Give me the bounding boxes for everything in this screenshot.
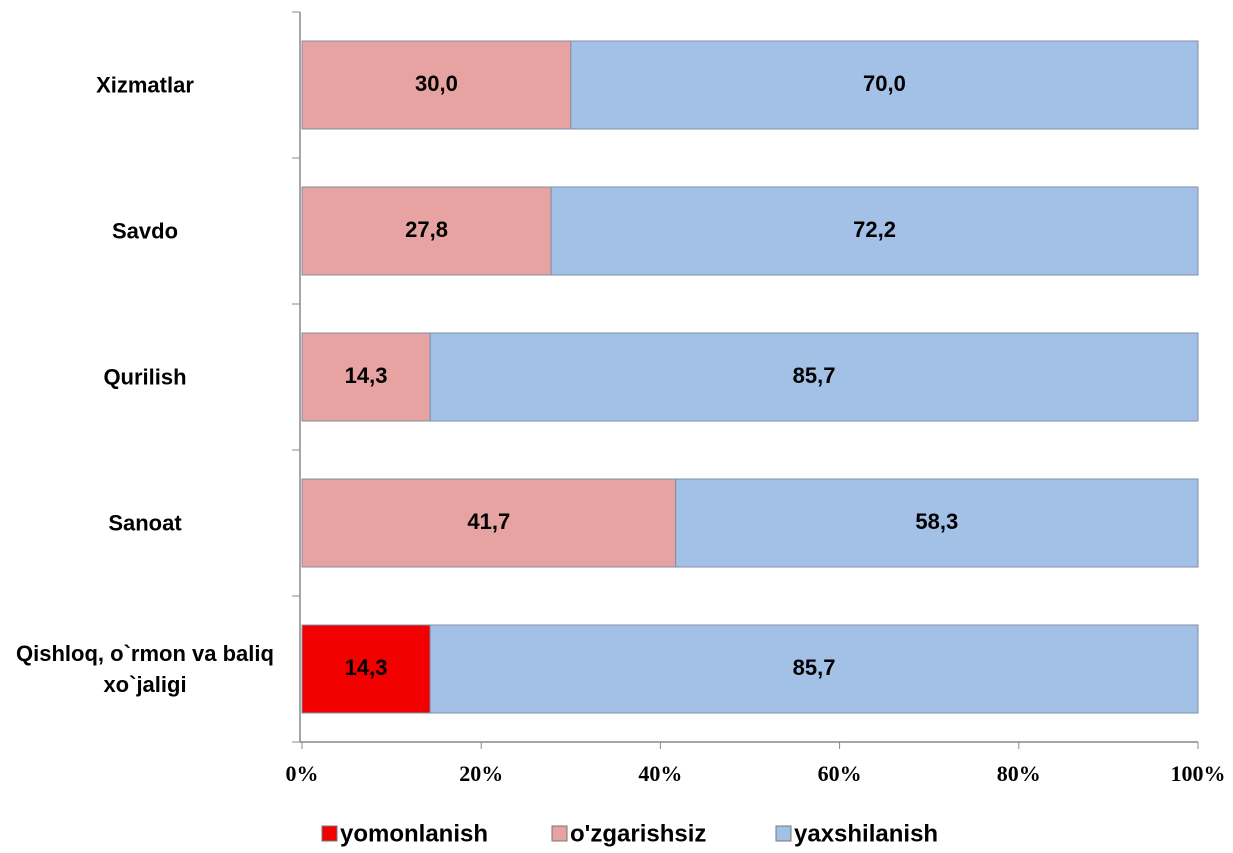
bar-segment bbox=[550, 186, 1199, 276]
x-tick-label: 100% bbox=[1171, 761, 1226, 786]
x-tick-label: 0% bbox=[286, 761, 319, 786]
value-label: 58,3 bbox=[915, 509, 958, 534]
legend-swatch bbox=[551, 825, 568, 842]
bar-segment bbox=[429, 624, 1199, 714]
x-tick-label: 80% bbox=[997, 761, 1041, 786]
x-tick-label: 40% bbox=[638, 761, 682, 786]
bar-segment bbox=[301, 40, 572, 130]
bar-segment bbox=[301, 186, 552, 276]
category-label: Xizmatlar bbox=[96, 72, 194, 98]
legend-label: yomonlanish bbox=[340, 820, 488, 847]
legend-label: o'zgarishsiz bbox=[570, 820, 706, 847]
bar-segment bbox=[570, 40, 1199, 130]
category-label: Qurilish bbox=[103, 364, 187, 390]
value-label: 27,8 bbox=[405, 217, 448, 242]
bar-segment bbox=[675, 478, 1199, 568]
bar-segment bbox=[301, 332, 431, 422]
value-label: 14,3 bbox=[345, 655, 388, 680]
bar-segment bbox=[301, 478, 677, 568]
bar-segment bbox=[429, 332, 1199, 422]
value-label: 85,7 bbox=[793, 363, 836, 388]
value-label: 30,0 bbox=[415, 71, 458, 96]
legend-swatch bbox=[321, 825, 338, 842]
value-label: 41,7 bbox=[467, 509, 510, 534]
category-label: Savdo bbox=[111, 218, 179, 244]
value-label: 70,0 bbox=[863, 71, 906, 96]
x-tick-label: 20% bbox=[459, 761, 503, 786]
category-label: Sanoat bbox=[108, 510, 182, 536]
legend-swatch bbox=[775, 825, 792, 842]
value-label: 14,3 bbox=[345, 363, 388, 388]
legend-label: yaxshilanish bbox=[794, 820, 938, 847]
x-tick-label: 60% bbox=[818, 761, 862, 786]
value-label: 85,7 bbox=[793, 655, 836, 680]
category-label: Qishloq, o`rmon va baliq xo`jaligi bbox=[16, 641, 274, 697]
value-label: 72,2 bbox=[853, 217, 896, 242]
